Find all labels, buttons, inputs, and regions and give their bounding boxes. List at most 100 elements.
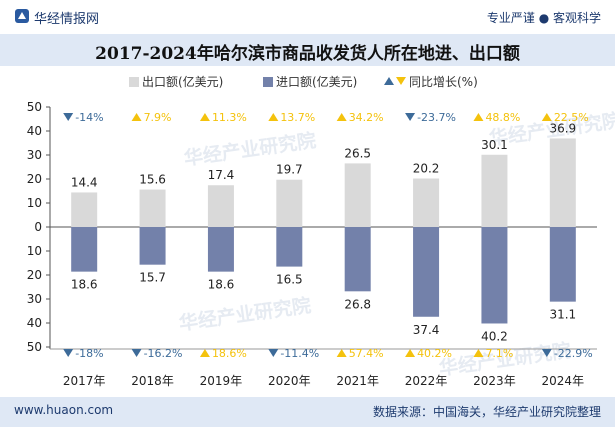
export-growth-up-icon [268,113,279,121]
export-bar [207,185,234,227]
x-category-label: 2018年 [131,374,174,388]
export-growth-down-icon [63,113,74,121]
export-growth-label: -14% [75,111,103,124]
x-category-label: 2020年 [268,374,311,388]
export-growth-up-icon [336,113,347,121]
export-growth-label: 11.3% [212,111,247,124]
import-growth-down-icon [268,349,279,357]
watermark-text: 华经产业研究院 [177,294,312,335]
export-growth-up-icon [473,113,484,121]
export-value-label: 20.2 [413,162,440,176]
import-bar [481,227,508,324]
data-source: 数据来源：中国海关，华经产业研究院整理 [372,405,601,419]
export-growth-up-icon [541,113,552,121]
export-bar [413,178,440,227]
y-tick-label: 40 [27,124,42,138]
import-bar [71,227,98,272]
export-bar [549,138,576,227]
x-category-label: 2021年 [336,374,379,388]
import-bar [276,227,303,267]
y-tick-label: 40 [27,316,42,330]
import-growth-down-icon [541,349,552,357]
export-value-label: 14.4 [71,175,98,189]
import-growth-label: -22.9% [554,347,593,360]
import-growth-up-icon [199,349,210,357]
import-value-label: 18.6 [71,278,98,292]
huajing-logo-icon [15,9,29,23]
export-bar [71,192,98,227]
export-bar [276,179,303,227]
import-bar [207,227,234,272]
y-tick-label: 0 [34,220,42,234]
import-value-label: 26.8 [344,297,371,311]
footer-bar: www.huaon.com 数据来源：中国海关，华经产业研究院整理 [0,397,615,427]
import-bar [549,227,576,302]
import-growth-label: 40.2% [417,347,452,360]
export-value-label: 19.7 [276,163,303,177]
import-growth-label: -18% [75,347,103,360]
bar-chart: 华经产业研究院 华经产业研究院华经产业研究院华经产业研究院504030201001… [27,74,615,388]
import-growth-label: 18.6% [212,347,247,360]
y-tick-label: 10 [27,244,42,258]
import-bar [413,227,440,317]
import-value-label: 15.7 [139,271,166,285]
import-growth-label: -11.4% [280,347,319,360]
import-growth-up-icon [405,349,416,357]
slogan: 专业严谨 ● 客观科学 [486,11,601,25]
export-bar [481,154,508,227]
legend-export-swatch [129,77,139,87]
legend-import-swatch [263,77,273,87]
export-growth-up-icon [199,113,210,121]
import-value-label: 16.5 [276,273,303,287]
export-growth-label: 34.2% [349,111,384,124]
export-growth-label: 48.8% [485,111,520,124]
y-tick-label: 50 [27,340,42,354]
legend-import-label: 进口额(亿美元) [276,74,357,89]
import-value-label: 18.6 [208,278,235,292]
export-growth-label: 13.7% [280,111,315,124]
y-tick-label: 10 [27,196,42,210]
export-value-label: 36.9 [549,121,576,135]
legend-down-triangle-icon [396,77,406,85]
import-growth-down-icon [63,349,74,357]
header-bar: 华经情报网 专业严谨 ● 客观科学 [0,0,615,34]
export-bar [344,163,371,227]
import-growth-label: -16.2% [144,347,183,360]
export-growth-label: 22.5% [554,111,589,124]
import-value-label: 37.4 [413,323,440,337]
y-tick-label: 20 [27,172,42,186]
import-growth-up-icon [336,349,347,357]
import-bar [139,227,166,265]
x-category-label: 2023年 [473,374,516,388]
y-tick-label: 20 [27,268,42,282]
x-category-label: 2024年 [542,374,585,388]
y-tick-label: 30 [27,292,42,306]
x-category-label: 2019年 [200,374,243,388]
import-growth-down-icon [131,349,142,357]
x-category-label: 2022年 [405,374,448,388]
title-bar: 2017-2024年哈尔滨市商品收发货人所在地进、出口额 [0,34,615,66]
export-growth-label: 7.9% [144,111,172,124]
export-value-label: 30.1 [481,138,508,152]
import-growth-label: 57.4% [349,347,384,360]
import-value-label: 31.1 [549,308,576,322]
legend-export-label: 出口额(亿美元) [142,74,223,89]
export-value-label: 17.4 [208,168,235,182]
export-bar [139,189,166,227]
legend-growth-label: 同比增长(%) [409,75,478,89]
export-value-label: 26.5 [344,146,371,160]
brand-name: 华经情报网 [34,12,100,27]
legend-up-triangle-icon [384,77,394,85]
x-category-label: 2017年 [63,374,106,388]
website-link[interactable]: www.huaon.com [14,403,114,417]
import-growth-up-icon [473,349,484,357]
y-tick-label: 30 [27,148,42,162]
chart-title: 2017-2024年哈尔滨市商品收发货人所在地进、出口额 [95,44,520,64]
export-growth-label: -23.7% [417,111,456,124]
export-growth-down-icon [405,113,416,121]
import-value-label: 40.2 [481,329,508,343]
y-tick-label: 50 [27,100,42,114]
import-bar [344,227,371,292]
import-growth-label: 7.1% [485,347,513,360]
export-value-label: 15.6 [139,173,166,187]
